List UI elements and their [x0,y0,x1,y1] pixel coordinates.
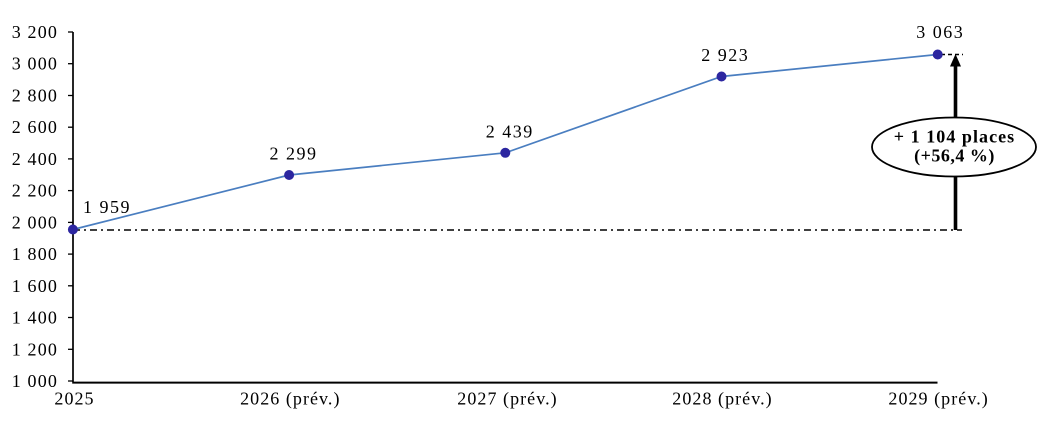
svg-text:1 000: 1 000 [12,371,58,391]
svg-text:(+56,4 %): (+56,4 %) [914,146,995,167]
svg-text:2 800: 2 800 [12,86,58,106]
svg-text:2 439: 2 439 [486,122,534,142]
svg-text:2 200: 2 200 [12,181,58,201]
svg-text:2026 (prév.): 2026 (prév.) [240,389,340,410]
svg-text:2 400: 2 400 [12,149,58,169]
svg-text:3 063: 3 063 [916,22,964,42]
svg-text:1 600: 1 600 [12,276,58,296]
svg-text:1 200: 1 200 [12,339,58,359]
svg-text:2028 (prév.): 2028 (prév.) [672,389,772,410]
svg-text:+ 1 104 places: + 1 104 places [894,127,1015,147]
svg-text:2029 (prév.): 2029 (prév.) [888,389,988,410]
svg-text:2025: 2025 [54,389,94,409]
svg-text:2 299: 2 299 [270,144,318,164]
svg-text:2 923: 2 923 [701,45,749,65]
svg-text:1 400: 1 400 [12,308,58,328]
svg-text:1 800: 1 800 [12,244,58,264]
svg-text:3 000: 3 000 [12,54,58,74]
svg-text:1 959: 1 959 [83,197,131,217]
svg-text:2 000: 2 000 [12,212,58,232]
svg-text:2 600: 2 600 [12,117,58,137]
svg-text:3 200: 3 200 [12,22,58,42]
svg-text:2027 (prév.): 2027 (prév.) [457,389,557,410]
